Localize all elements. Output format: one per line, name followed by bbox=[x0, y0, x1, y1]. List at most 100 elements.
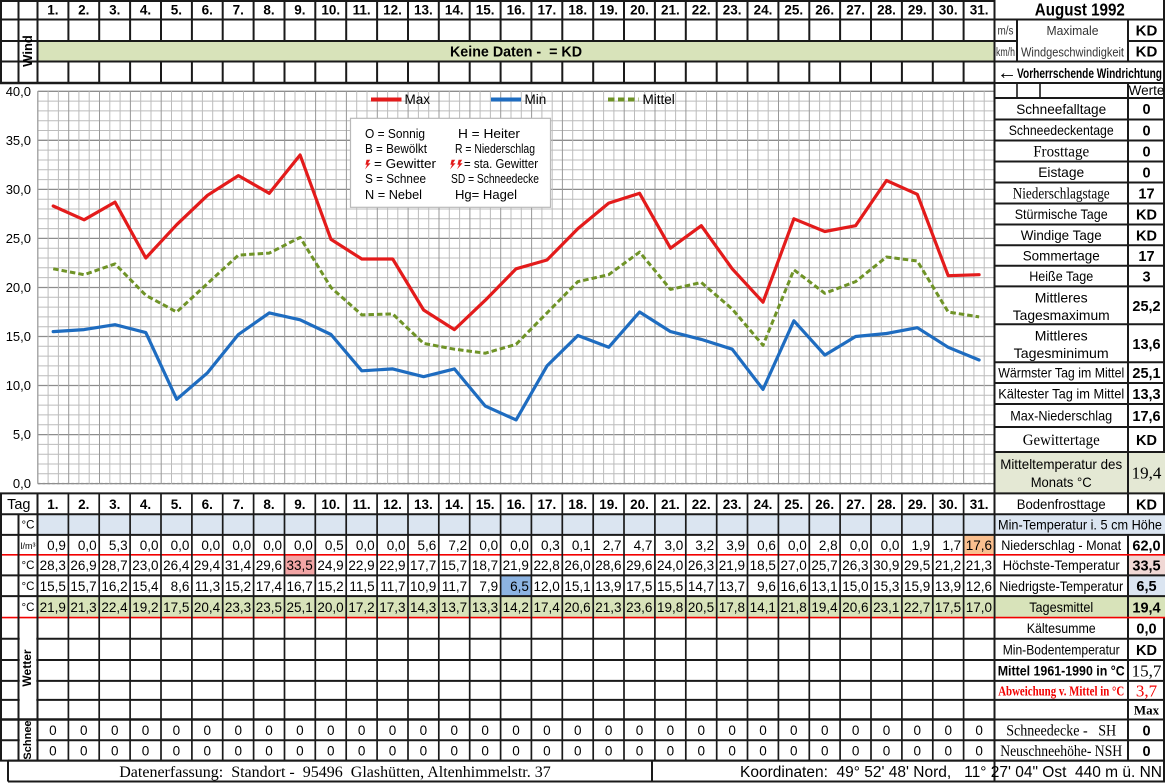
svg-text:15,7: 15,7 bbox=[1132, 662, 1162, 681]
svg-text:°C: °C bbox=[22, 560, 35, 572]
svg-text:18.: 18. bbox=[568, 497, 587, 512]
svg-text:0: 0 bbox=[389, 744, 397, 759]
svg-text:14,2: 14,2 bbox=[503, 600, 529, 615]
svg-text:13.: 13. bbox=[414, 497, 433, 512]
svg-text:4,7: 4,7 bbox=[634, 538, 653, 553]
svg-text:0: 0 bbox=[142, 744, 150, 759]
svg-text:Abweichung v. Mittel in °C: Abweichung v. Mittel in °C bbox=[998, 683, 1124, 698]
svg-text:15,2: 15,2 bbox=[317, 579, 343, 594]
svg-text:6,5: 6,5 bbox=[1136, 579, 1156, 595]
svg-text:Schnee: Schnee bbox=[22, 720, 34, 759]
svg-text:24,0: 24,0 bbox=[657, 558, 683, 573]
svg-text:Heiße Tage: Heiße Tage bbox=[1029, 268, 1093, 284]
svg-text:0,5: 0,5 bbox=[325, 538, 344, 553]
svg-text:Niedrigste-Temperatur: Niedrigste-Temperatur bbox=[999, 578, 1123, 594]
svg-text:Hg= Hagel: Hg= Hagel bbox=[455, 188, 517, 202]
svg-text:0: 0 bbox=[358, 744, 366, 759]
svg-text:2.: 2. bbox=[78, 3, 89, 18]
svg-text:0: 0 bbox=[420, 744, 428, 759]
svg-text:0: 0 bbox=[852, 723, 860, 738]
svg-text:Mittel: Mittel bbox=[643, 92, 675, 107]
svg-text:0: 0 bbox=[1142, 124, 1150, 140]
svg-text:16.: 16. bbox=[507, 3, 526, 18]
svg-text:6,5: 6,5 bbox=[510, 579, 529, 594]
svg-text:24,9: 24,9 bbox=[317, 558, 343, 573]
svg-text:23,0: 23,0 bbox=[132, 558, 158, 573]
svg-text:Tag: Tag bbox=[7, 497, 30, 513]
svg-text:Tagesmittel: Tagesmittel bbox=[1029, 599, 1093, 615]
svg-text:KD: KD bbox=[1136, 23, 1158, 40]
svg-text:0: 0 bbox=[728, 723, 736, 738]
svg-text:0: 0 bbox=[204, 723, 212, 738]
svg-text:5.: 5. bbox=[171, 3, 182, 18]
svg-text:30.: 30. bbox=[939, 497, 958, 512]
svg-text:0,1: 0,1 bbox=[572, 538, 591, 553]
svg-text:31,4: 31,4 bbox=[225, 558, 252, 573]
svg-text:15.: 15. bbox=[476, 497, 495, 512]
svg-text:2,7: 2,7 bbox=[603, 538, 622, 553]
svg-text:22,9: 22,9 bbox=[348, 558, 374, 573]
svg-text:B = Bewölkt: B = Bewölkt bbox=[365, 142, 427, 156]
svg-text:15,3: 15,3 bbox=[873, 579, 899, 594]
svg-text:0: 0 bbox=[1142, 723, 1150, 739]
svg-text:0: 0 bbox=[605, 744, 613, 759]
svg-text:26,3: 26,3 bbox=[688, 558, 714, 573]
svg-text:0,0: 0,0 bbox=[788, 538, 807, 553]
svg-text:26,0: 26,0 bbox=[564, 558, 590, 573]
svg-text:22,9: 22,9 bbox=[379, 558, 405, 573]
svg-text:16,6: 16,6 bbox=[781, 579, 807, 594]
svg-text:0: 0 bbox=[667, 723, 675, 738]
svg-text:31.: 31. bbox=[970, 3, 989, 18]
svg-text:28.: 28. bbox=[877, 497, 896, 512]
svg-text:11.: 11. bbox=[353, 3, 371, 18]
svg-text:13,7: 13,7 bbox=[719, 579, 745, 594]
svg-text:0,0: 0,0 bbox=[479, 538, 498, 553]
svg-text:Werte: Werte bbox=[1129, 83, 1165, 98]
svg-text:14,1: 14,1 bbox=[750, 600, 776, 615]
svg-text:l/m³: l/m³ bbox=[21, 541, 36, 551]
svg-text:22,8: 22,8 bbox=[534, 558, 560, 573]
svg-text:20,0: 20,0 bbox=[317, 600, 343, 615]
svg-text:18.: 18. bbox=[568, 3, 587, 18]
svg-text:10,9: 10,9 bbox=[410, 579, 436, 594]
svg-text:22,4: 22,4 bbox=[101, 600, 128, 615]
svg-text:13,7: 13,7 bbox=[441, 600, 467, 615]
svg-text:0: 0 bbox=[728, 744, 736, 759]
svg-text:5,6: 5,6 bbox=[418, 538, 437, 553]
svg-text:Keine Daten - = KD: Keine Daten - = KD bbox=[450, 44, 582, 61]
svg-text:H = Heiter: H = Heiter bbox=[458, 127, 520, 141]
svg-text:0: 0 bbox=[358, 723, 366, 738]
svg-text:= Gewitter: = Gewitter bbox=[374, 157, 436, 171]
svg-text:16,2: 16,2 bbox=[101, 579, 127, 594]
svg-text:4.: 4. bbox=[140, 3, 151, 18]
svg-text:0: 0 bbox=[605, 723, 613, 738]
svg-text:15.: 15. bbox=[476, 3, 495, 18]
svg-text:0: 0 bbox=[234, 723, 242, 738]
svg-text:12.: 12. bbox=[383, 3, 402, 18]
svg-text:0: 0 bbox=[296, 723, 304, 738]
svg-text:7.: 7. bbox=[233, 3, 244, 18]
svg-text:30.: 30. bbox=[939, 3, 958, 18]
svg-text:0: 0 bbox=[173, 744, 181, 759]
svg-text:0: 0 bbox=[512, 744, 520, 759]
svg-text:0: 0 bbox=[574, 744, 582, 759]
svg-text:0,0: 0,0 bbox=[881, 538, 900, 553]
svg-text:0,0: 0,0 bbox=[171, 538, 190, 553]
svg-text:23,6: 23,6 bbox=[626, 600, 652, 615]
svg-text:Max-Niederschlag: Max-Niederschlag bbox=[1010, 408, 1112, 424]
svg-text:0: 0 bbox=[481, 723, 489, 738]
svg-text:O = Sonnig: O = Sonnig bbox=[365, 127, 425, 141]
svg-text:17,0: 17,0 bbox=[966, 600, 992, 615]
svg-text:13.: 13. bbox=[414, 3, 433, 18]
svg-text:0: 0 bbox=[265, 744, 273, 759]
svg-text:0: 0 bbox=[1142, 744, 1150, 760]
svg-text:26.: 26. bbox=[815, 3, 834, 18]
svg-text:10.: 10. bbox=[321, 497, 340, 512]
svg-text:0: 0 bbox=[914, 723, 922, 738]
svg-text:Kältester Tag im Mittel: Kältester Tag im Mittel bbox=[998, 386, 1124, 402]
svg-text:Schneedecke - SH: Schneedecke - SH bbox=[1006, 722, 1116, 739]
svg-text:13,1: 13,1 bbox=[811, 579, 837, 594]
svg-text:23.: 23. bbox=[723, 497, 742, 512]
svg-text:17,7: 17,7 bbox=[410, 558, 436, 573]
svg-text:21,2: 21,2 bbox=[935, 558, 961, 573]
